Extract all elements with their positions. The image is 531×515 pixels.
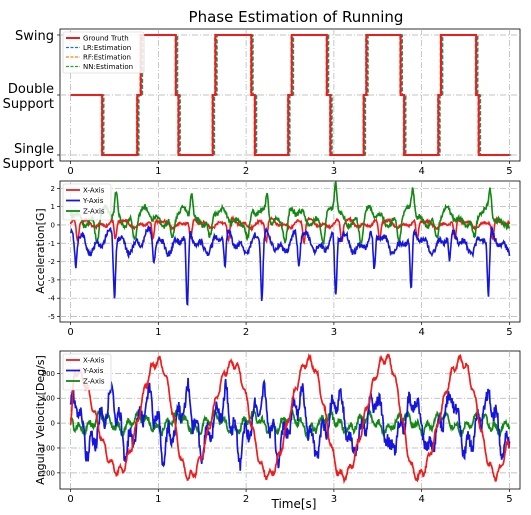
angular-velocity-y-tick-label: 200 (42, 370, 55, 378)
angular-velocity-x-tick-label: 5 (506, 494, 512, 505)
acceleration-y-tick-label: -3 (48, 276, 55, 284)
acceleration-y-tick-label: -5 (48, 313, 55, 321)
phase-x-ticks: 0 1 2 3 4 5 (67, 161, 513, 177)
phase-y-tick-label: Double Support (3, 82, 54, 112)
phase-series-lines (70, 34, 512, 156)
phase-x-tick-label: 2 (243, 166, 249, 177)
angular-velocity-x-tick-label: 4 (418, 494, 424, 505)
acceleration-legend-label: Y-Axis (82, 197, 104, 205)
acceleration-panel: 0 1 2 3 4 5 2 1 0 -1 -2 -3 -4 -5 Acceleration[G] X-A… (34, 180, 521, 338)
acceleration-x-tick-label: 0 (67, 327, 73, 338)
figure-title: Phase Estimation of Running (189, 8, 404, 26)
angular-velocity-y-label: Angular Velocity[Deg/s] (34, 355, 47, 485)
acceleration-legend-label: Z-Axis (83, 208, 105, 216)
acceleration-x-ticks: 0 1 2 3 4 5 (67, 322, 513, 338)
angular-velocity-series-line (69, 377, 511, 471)
acceleration-y-tick-label: -4 (48, 295, 56, 303)
acceleration-legend: X-Axis Y-Axis Z-Axis (62, 183, 112, 221)
angular-velocity-series-line (69, 353, 511, 485)
angular-velocity-legend-label: X-Axis (83, 357, 105, 365)
acceleration-x-tick-label: 4 (418, 327, 424, 338)
angular-velocity-legend-label: Y-Axis (82, 367, 104, 375)
acceleration-x-tick-label: 2 (243, 327, 249, 338)
angular-velocity-legend-label: Z-Axis (83, 378, 105, 386)
acceleration-legend-label: X-Axis (83, 187, 105, 195)
angular-velocity-series-lines (69, 353, 511, 485)
angular-velocity-y-tick-label: 0 (51, 420, 55, 428)
phase-panel: 0 1 2 3 4 5 Swing Double Support Single Support G… (3, 28, 521, 177)
acceleration-y-tick-label: -2 (48, 258, 55, 266)
angular-velocity-x-ticks: 0 1 2 3 4 5 (67, 489, 513, 505)
phase-legend-label: RF:Estimation (83, 54, 131, 62)
acceleration-y-tick-label: 2 (51, 185, 55, 193)
acceleration-x-tick-label: 5 (506, 327, 512, 338)
acceleration-plot-area (59, 180, 521, 323)
angular-velocity-x-tick-label: 3 (331, 494, 337, 505)
acceleration-series-line (69, 225, 511, 306)
angular-velocity-y-tick-label: -100 (39, 444, 55, 452)
phase-x-tick-label: 1 (155, 166, 161, 177)
phase-x-tick-label: 5 (506, 166, 512, 177)
angular-velocity-x-tick-label: 1 (155, 494, 161, 505)
angular-velocity-x-tick-label: 0 (67, 494, 73, 505)
phase-legend-label: NN:Estimation (83, 63, 133, 71)
acceleration-y-tick-label: -1 (48, 240, 55, 248)
acceleration-x-tick-label: 3 (331, 327, 337, 338)
acceleration-y-tick-label: 0 (51, 221, 55, 229)
acceleration-y-tick-label: 1 (51, 203, 55, 211)
acceleration-x-tick-label: 1 (155, 327, 161, 338)
angular-velocity-y-tick-label: 100 (42, 395, 55, 403)
acceleration-y-ticks: 2 1 0 -1 -2 -3 -4 -5 (48, 185, 60, 321)
phase-y-ticks: Swing Double Support Single Support (3, 29, 60, 172)
phase-y-tick-label: Single Support (3, 142, 54, 172)
phase-series-line (70, 34, 510, 156)
acceleration-series-line (69, 181, 511, 246)
phase-x-tick-label: 0 (67, 166, 73, 177)
x-axis-label: Time[s] (271, 497, 317, 511)
phase-y-tick-label: Swing (15, 29, 54, 44)
angular-velocity-y-ticks: 200 100 0 -100 -200 (39, 370, 60, 477)
acceleration-y-label: Acceleration[G] (34, 208, 47, 293)
angular-velocity-y-tick-label: -200 (39, 469, 55, 477)
angular-velocity-legend: X-Axis Y-Axis Z-Axis (62, 353, 112, 391)
angular-velocity-panel: 0 1 2 3 4 5 200 100 0 -100 -200 Angular Velocity[… (34, 350, 521, 505)
acceleration-series-lines (69, 181, 511, 306)
phase-legend-box (62, 31, 145, 74)
phase-x-tick-label: 4 (418, 166, 424, 177)
phase-x-tick-label: 3 (331, 166, 337, 177)
acceleration-series-line (69, 215, 511, 245)
phase-legend-label: Ground Truth (83, 35, 129, 43)
angular-velocity-x-tick-label: 2 (243, 494, 249, 505)
phase-legend-label: LR:Estimation (83, 44, 131, 52)
